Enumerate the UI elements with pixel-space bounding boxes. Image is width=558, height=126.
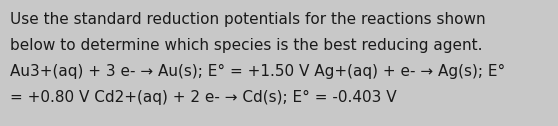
Text: = +0.80 V Cd2+(aq) + 2 e- → Cd(s); E° = -0.403 V: = +0.80 V Cd2+(aq) + 2 e- → Cd(s); E° = … <box>10 90 397 105</box>
Text: Au3+(aq) + 3 e- → Au(s); E° = +1.50 V Ag+(aq) + e- → Ag(s); E°: Au3+(aq) + 3 e- → Au(s); E° = +1.50 V Ag… <box>10 64 505 79</box>
Text: below to determine which species is the best reducing agent.: below to determine which species is the … <box>10 38 483 53</box>
Text: Use the standard reduction potentials for the reactions shown: Use the standard reduction potentials fo… <box>10 12 485 27</box>
